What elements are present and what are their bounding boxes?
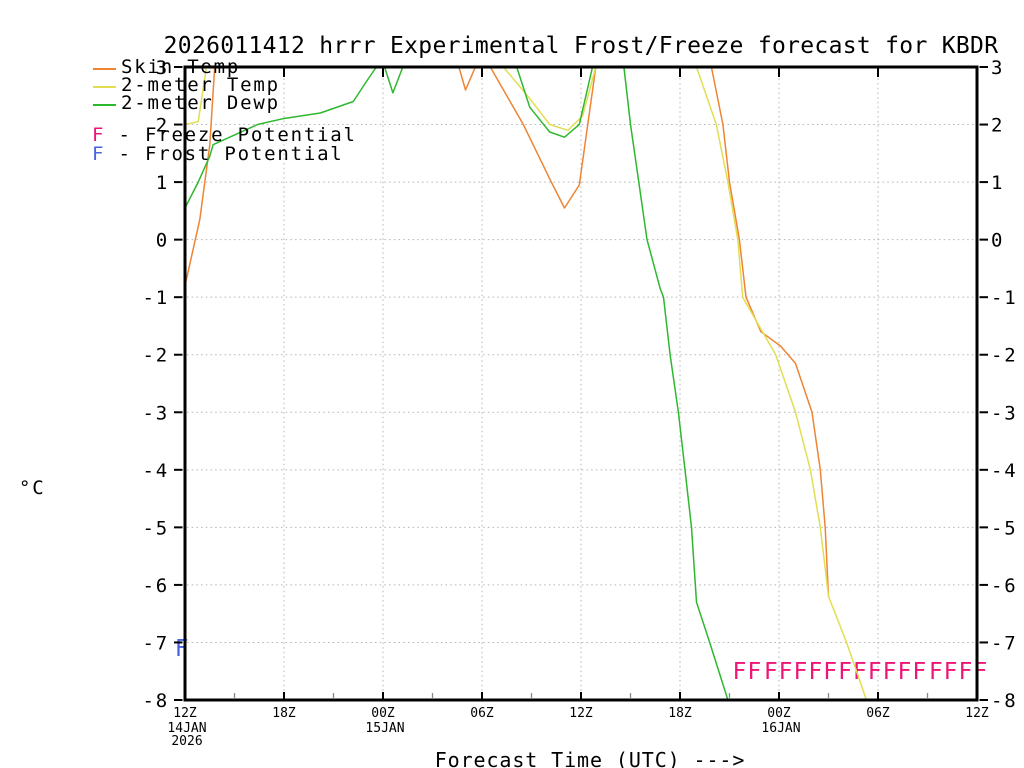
y-tick-label-right: 3 [991, 57, 1004, 79]
y-tick-label-left: 0 [156, 230, 169, 252]
freeze-potential-marker: F [838, 659, 852, 685]
y-tick-label-right: -1 [991, 287, 1017, 309]
y-tick-label-left: -5 [143, 517, 169, 539]
x-tick-label: 18Z [272, 706, 296, 721]
x-tick-label: 06Z [470, 706, 494, 721]
freeze-potential-marker: F [912, 659, 926, 685]
y-tick-label-left: 3 [156, 57, 169, 79]
x-axis-title: Forecast Time (UTC) ---> [434, 748, 746, 768]
y-tick-label-right: -3 [991, 402, 1017, 424]
y-tick-label-left: -7 [143, 632, 169, 654]
freeze-potential-marker: F [794, 659, 808, 685]
x-year-label: 2026 [171, 734, 202, 749]
x-tick-label: 12Z [173, 706, 197, 721]
y-tick-label-right: -6 [991, 575, 1017, 597]
x-tick-label: 18Z [668, 706, 692, 721]
freeze-potential-marker: F [959, 659, 973, 685]
freeze-potential-marker: F [973, 659, 987, 685]
chart-border [183, 65, 979, 702]
y-tick-label-right: -8 [991, 690, 1017, 712]
freeze-potential-marker: F [823, 659, 837, 685]
y-tick-label-right: 1 [991, 172, 1004, 194]
freeze-potential-marker: F [853, 659, 867, 685]
freeze-potential-marker: F [944, 659, 958, 685]
freeze-potential-marker: F [764, 659, 778, 685]
chart-title: 2026011412 hrrr Experimental Frost/Freez… [163, 33, 999, 59]
y-tick-label-left: -8 [143, 690, 169, 712]
y-tick-label-left: -4 [143, 460, 169, 482]
freeze-potential-marker: F [868, 659, 882, 685]
y-tick-label-left: 1 [156, 172, 169, 194]
series-line-skin-temp [184, 66, 830, 597]
freeze-potential-marker: F [779, 659, 793, 685]
y-tick-label-right: 0 [991, 230, 1004, 252]
y-tick-label-left: -3 [143, 402, 169, 424]
x-date-label: 15JAN [365, 721, 404, 736]
y-tick-label-right: 2 [991, 115, 1004, 137]
series-line-2-meter-dewp [184, 66, 729, 701]
series-line-2-meter-temp [184, 66, 868, 701]
x-tick-label: 00Z [371, 706, 395, 721]
freeze-potential-marker: F [732, 659, 746, 685]
x-date-label: 16JAN [761, 721, 800, 736]
x-tick-label: 06Z [866, 706, 890, 721]
y-tick-label-right: -7 [991, 632, 1017, 654]
freeze-potential-marker: F [929, 659, 943, 685]
freeze-potential-marker: F [747, 659, 761, 685]
frost-potential-marker: F [175, 636, 189, 662]
x-date-label: 14JAN [167, 721, 206, 736]
y-tick-label-left: -1 [143, 287, 169, 309]
y-tick-label-right: -4 [991, 460, 1017, 482]
freeze-potential-marker: F [808, 659, 822, 685]
x-tick-label: 12Z [569, 706, 593, 721]
freeze-potential-marker: F [883, 659, 897, 685]
y-axis-title: °C [19, 477, 46, 499]
y-tick-label-left: -2 [143, 345, 169, 367]
y-tick-label-left: -6 [143, 575, 169, 597]
y-tick-label-right: -5 [991, 517, 1017, 539]
y-tick-label-right: -2 [991, 345, 1017, 367]
x-tick-label: 12Z [965, 706, 989, 721]
y-tick-label-left: 2 [156, 115, 169, 137]
x-tick-label: 00Z [767, 706, 791, 721]
freeze-potential-marker: F [897, 659, 911, 685]
